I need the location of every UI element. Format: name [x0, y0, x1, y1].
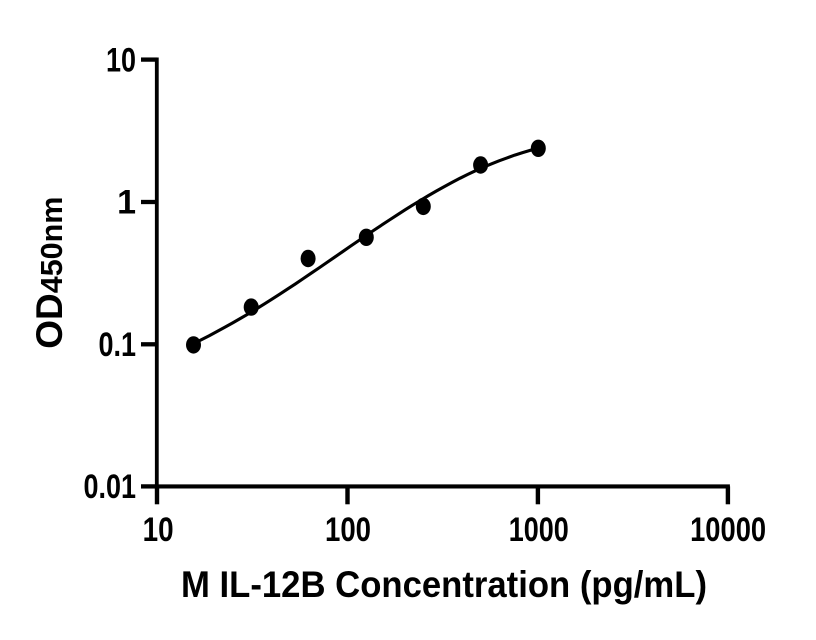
svg-text:M IL-12B Concentration (pg/mL): M IL-12B Concentration (pg/mL) — [181, 563, 707, 605]
svg-text:1000: 1000 — [509, 511, 569, 549]
svg-text:0.01: 0.01 — [84, 468, 137, 506]
svg-text:100: 100 — [325, 511, 371, 549]
svg-text:0.1: 0.1 — [99, 326, 137, 364]
svg-text:10: 10 — [143, 511, 174, 549]
svg-text:OD450nm: OD450nm — [29, 197, 70, 349]
svg-text:10000: 10000 — [690, 511, 766, 549]
svg-text:10: 10 — [106, 41, 136, 79]
svg-text:1: 1 — [117, 184, 136, 222]
